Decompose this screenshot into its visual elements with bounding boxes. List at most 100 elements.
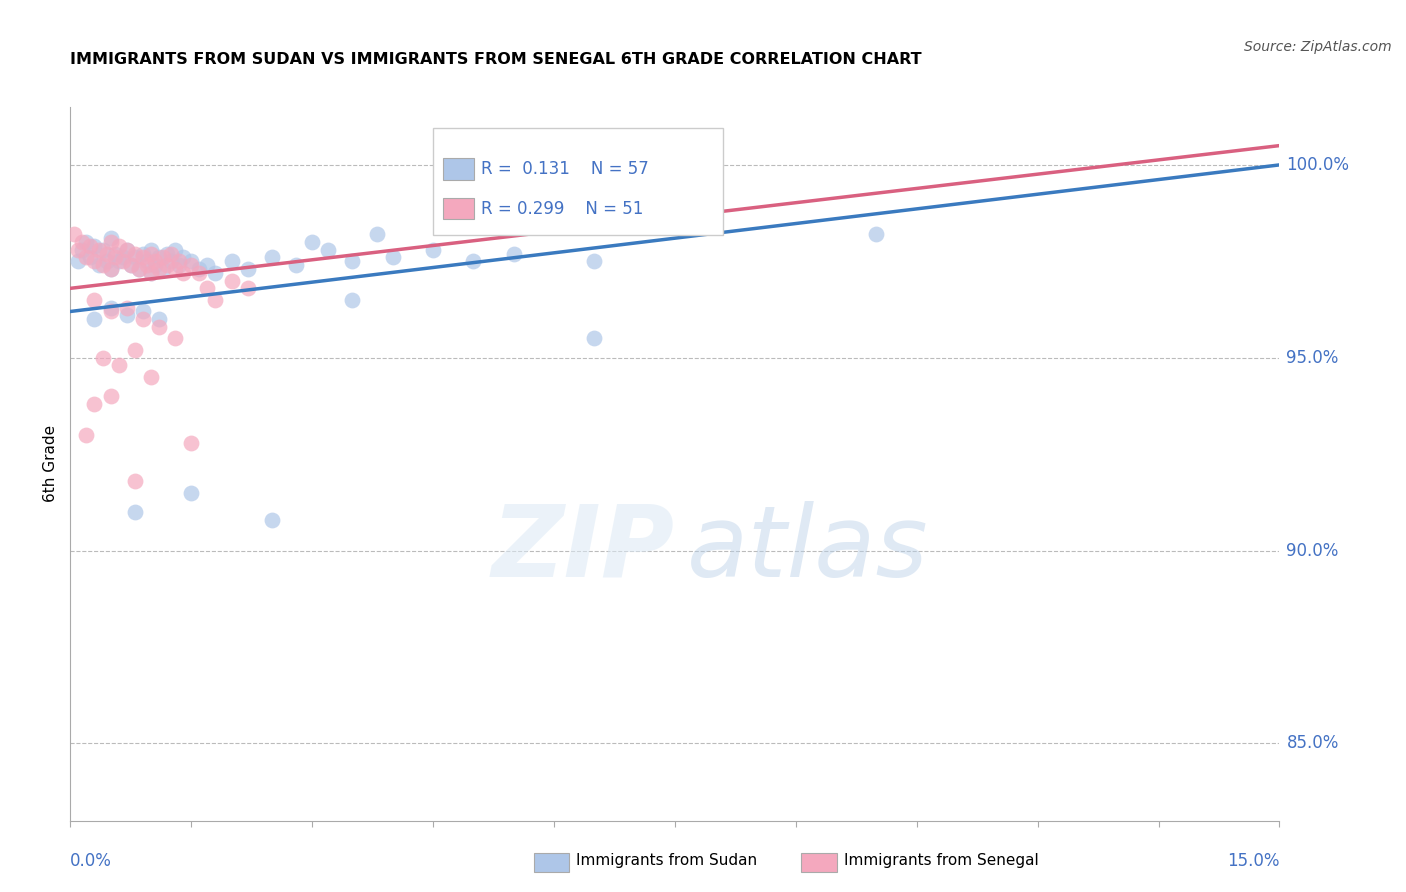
Point [100,231,122,245]
Point [87,243,110,257]
Text: Source: ZipAtlas.com: Source: ZipAtlas.com [1244,39,1392,54]
Point [72,235,94,249]
Point [111,251,134,265]
Point [111,254,134,268]
Point [180,485,202,500]
Point [120,258,142,272]
Point [204,293,226,307]
Point [75,251,97,265]
Point [221,254,243,268]
Point [167,258,190,272]
Point [165,262,187,277]
Point [180,254,202,268]
Point [366,227,388,242]
Point [188,262,211,277]
Point [148,312,170,326]
Point [107,359,129,373]
Point [342,293,364,307]
Point [463,254,485,268]
Point [502,246,524,260]
Point [148,251,170,265]
Point [115,301,138,315]
Point [316,243,339,257]
Point [124,251,146,265]
Text: R = 0.299    N = 51: R = 0.299 N = 51 [481,200,643,218]
Point [100,262,122,277]
Point [83,293,105,307]
Point [143,254,166,268]
Text: 85.0%: 85.0% [1286,734,1339,753]
Point [135,254,157,268]
Point [152,251,174,265]
Point [104,251,127,265]
Text: Immigrants from Senegal: Immigrants from Senegal [844,854,1039,868]
Point [115,243,138,257]
Point [148,319,170,334]
Text: 95.0%: 95.0% [1286,349,1339,367]
Point [115,243,138,257]
Point [100,235,122,249]
Point [67,254,90,268]
Point [139,266,162,280]
Point [160,246,183,260]
Point [128,262,150,277]
Point [285,258,308,272]
Point [100,301,122,315]
Point [124,246,146,260]
Point [96,254,118,268]
Point [91,351,114,365]
Point [160,254,183,268]
Point [124,343,146,357]
Point [422,243,444,257]
Text: 90.0%: 90.0% [1286,541,1339,559]
Point [139,266,162,280]
Point [195,281,218,295]
Text: 100.0%: 100.0% [1286,156,1350,174]
Point [165,331,187,345]
Point [124,505,146,519]
Point [583,254,606,268]
Text: 0.0%: 0.0% [70,852,112,870]
Point [132,251,155,265]
Point [301,235,323,249]
Point [124,474,146,488]
Point [83,254,105,268]
Text: IMMIGRANTS FROM SUDAN VS IMMIGRANTS FROM SENEGAL 6TH GRADE CORRELATION CHART: IMMIGRANTS FROM SUDAN VS IMMIGRANTS FROM… [70,52,922,67]
Point [79,239,101,253]
Text: ZIP: ZIP [492,501,675,598]
Point [152,262,174,277]
Point [156,258,179,272]
Point [139,370,162,384]
Point [107,254,129,268]
Point [342,254,364,268]
Point [75,428,97,442]
Point [100,389,122,403]
Point [180,258,202,272]
Y-axis label: 6th Grade: 6th Grade [44,425,59,502]
Point [100,262,122,277]
Point [148,262,170,277]
Point [120,258,142,272]
Point [188,266,211,280]
Text: atlas: atlas [688,501,928,598]
Point [83,397,105,411]
Point [172,266,194,280]
Point [165,243,187,257]
Point [79,251,101,265]
Point [96,246,118,260]
Point [100,304,122,318]
Point [132,312,155,326]
Text: R =  0.131    N = 57: R = 0.131 N = 57 [481,161,648,178]
Point [87,258,110,272]
Point [583,331,606,345]
Point [381,251,404,265]
Point [132,304,155,318]
Point [91,243,114,257]
Point [156,246,179,260]
Point [236,262,259,277]
Point [115,309,138,323]
Point [67,243,90,257]
Point [221,274,243,288]
Point [139,243,162,257]
Point [104,246,127,260]
